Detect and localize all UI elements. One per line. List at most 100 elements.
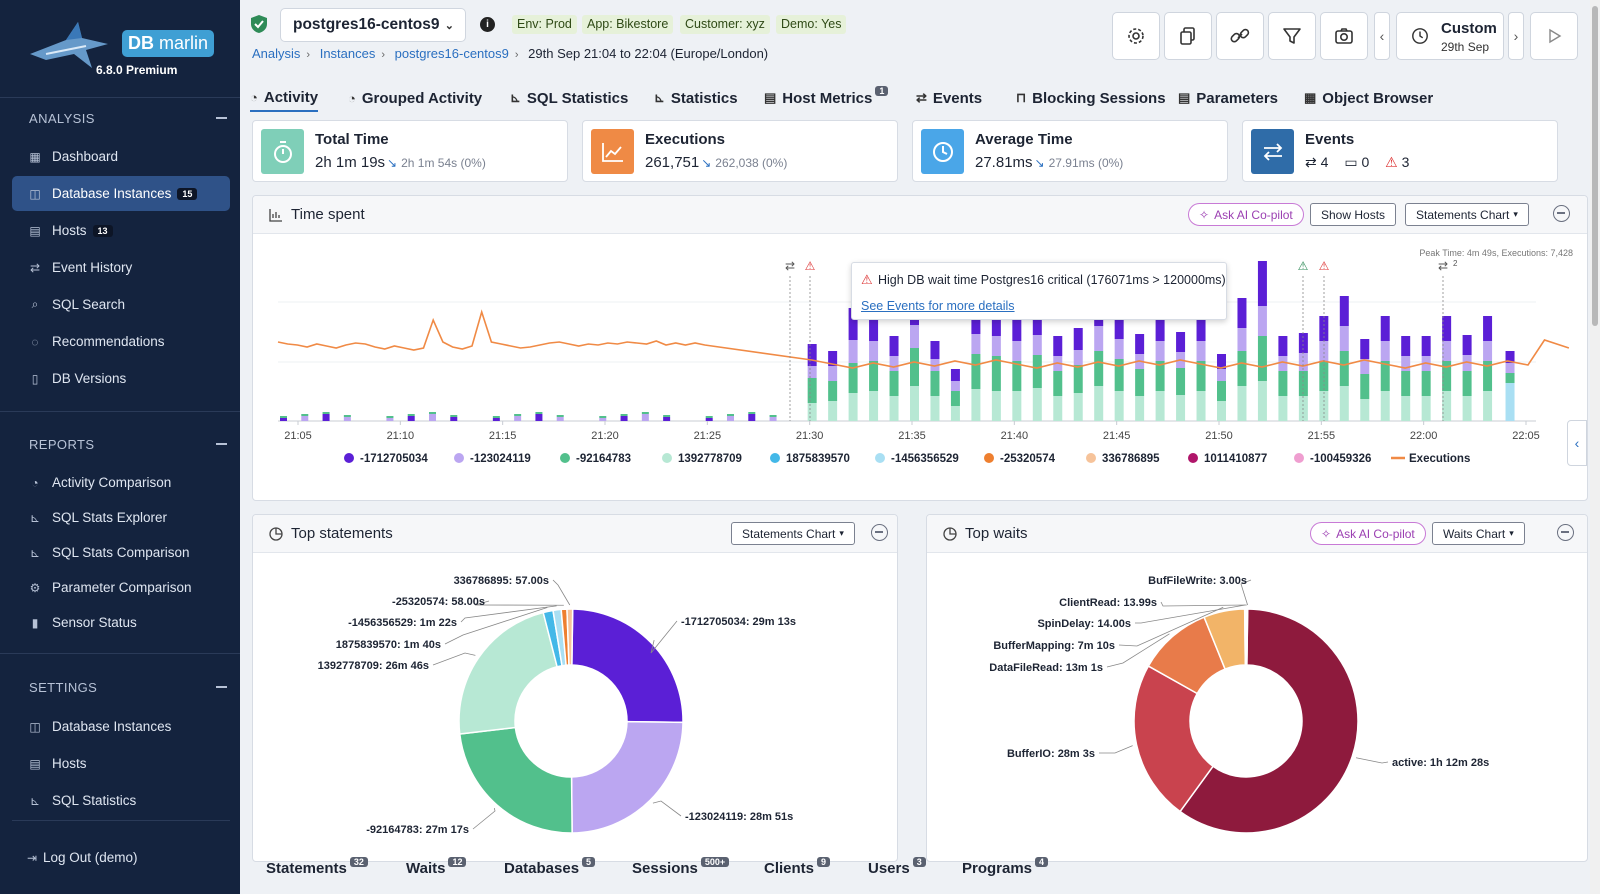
sidebar-item-db-versions[interactable]: ▯ DB Versions [12, 361, 230, 396]
kpi-executions[interactable]: Executions 261,751 ↘ 262,038 (0%) [582, 120, 898, 182]
see-events-link[interactable]: See Events for more details [861, 299, 1015, 313]
statements-chart-select[interactable]: Statements Chart ▾ [731, 522, 855, 545]
bar-segment [1217, 401, 1226, 421]
pie-slice[interactable] [1133, 665, 1215, 813]
breadcrumb-analysis[interactable]: Analysis [252, 46, 301, 61]
bar-segment [1032, 308, 1042, 335]
legend-label[interactable]: -25320574 [1000, 453, 1056, 465]
event-marker-icon[interactable]: ⇄ [1438, 259, 1448, 273]
logout-link[interactable]: ⇥ Log Out (demo) [12, 840, 230, 875]
pie-slice[interactable] [1245, 608, 1249, 666]
sidebar-item-dashboard[interactable]: ▦ Dashboard [12, 139, 230, 174]
legend-label[interactable]: 336786895 [1102, 453, 1160, 465]
collapse-panel-button[interactable] [1557, 524, 1574, 541]
tab-parameters[interactable]: ▤ Parameters [1178, 84, 1278, 112]
tab-events[interactable]: ⇄ Events [916, 84, 982, 112]
sidebar-item-activity-comparison[interactable]: ◔ Activity Comparison [12, 465, 230, 500]
tab-host-metrics[interactable]: ▤ Host Metrics 1 [764, 84, 889, 112]
tab-object-browser[interactable]: ▦ Object Browser [1304, 84, 1433, 112]
play-button[interactable] [1530, 12, 1578, 60]
event-marker-icon[interactable]: ⇄ [785, 259, 795, 273]
ask-ai-button[interactable]: ✧ Ask AI Co-pilot [1188, 203, 1304, 226]
filter-button[interactable] [1268, 12, 1316, 60]
legend-label[interactable]: 1875839570 [786, 453, 850, 465]
event-marker-icon[interactable]: ⚠ [805, 259, 816, 273]
side-panel-toggle[interactable]: ‹ [1567, 420, 1587, 466]
breadcrumb-instance[interactable]: postgres16-centos9 [394, 46, 509, 61]
waits-chart-select[interactable]: Waits Chart ▾ [1432, 522, 1525, 545]
bottom-tab-users[interactable]: Users 3 [868, 857, 926, 877]
settings-button[interactable] [1112, 12, 1160, 60]
sidebar-item-sql-stats-explorer[interactable]: ⊾ SQL Stats Explorer [12, 500, 230, 535]
pie-slice[interactable] [458, 726, 573, 834]
sidebar-item-parameter-comparison[interactable]: ⚙ Parameter Comparison [12, 570, 230, 605]
bottom-tab-waits[interactable]: Waits 12 [406, 857, 467, 877]
sidebar-item-database-instances[interactable]: ◫ Database Instances [12, 709, 230, 744]
top-statements-chart[interactable]: -1712705034: 29m 13s -123024119: 28m 51s -… [253, 553, 897, 861]
settings-collapse-button[interactable] [216, 686, 227, 688]
bottom-tab-sessions[interactable]: Sessions 500+ [632, 857, 730, 877]
legend-label[interactable]: -123024119 [470, 453, 531, 465]
legend-label[interactable]: Executions [1409, 453, 1470, 465]
bar-segment [1114, 391, 1124, 421]
tab-blocking-sessions[interactable]: ⊓ Blocking Sessions [1016, 84, 1166, 112]
event-marker-icon[interactable]: ⚠ [1298, 259, 1309, 273]
kpi-events[interactable]: Events ⇄ 4 ▭ 0 ⚠ 3 [1242, 120, 1558, 182]
legend-label[interactable]: -100459326 [1310, 453, 1371, 465]
bottom-tab-clients[interactable]: Clients 9 [764, 857, 831, 877]
sidebar-item-sql-search[interactable]: ⌕ SQL Search [12, 287, 230, 322]
snapshot-button[interactable] [1320, 12, 1368, 60]
collapse-panel-button[interactable] [871, 524, 888, 541]
bottom-tab-statements[interactable]: Statements 32 [266, 857, 368, 877]
top-waits-chart[interactable]: active: 1h 12m 28s BufferIO: 28m 3s DataFi… [927, 553, 1587, 861]
breadcrumb-instances[interactable]: Instances [319, 46, 376, 61]
scrollbar-thumb[interactable] [1592, 6, 1598, 326]
sidebar-item-database-instances[interactable]: ◫ Database Instances 15 [12, 176, 230, 211]
legend-label[interactable]: -1456356529 [891, 453, 959, 465]
sidebar-item-sql-stats-comparison[interactable]: ⊾ SQL Stats Comparison [12, 535, 230, 570]
instance-selector[interactable]: postgres16-centos9 ⌄ [280, 8, 466, 42]
tab-statistics[interactable]: ⊾ Statistics [654, 84, 738, 112]
collapse-panel-button[interactable] [1553, 205, 1570, 222]
kpi-total-time[interactable]: Total Time 2h 1m 19s ↘ 2h 1m 54s (0%) [252, 120, 568, 182]
bottom-tab-databases[interactable]: Databases 5 [504, 857, 596, 877]
ask-ai-button[interactable]: ✧ Ask AI Co-pilot [1310, 522, 1426, 545]
link-button[interactable] [1216, 12, 1264, 60]
sidebar-item-hosts[interactable]: ▤ Hosts 13 [12, 213, 230, 248]
previous-range-button[interactable]: ‹ [1374, 12, 1390, 60]
sidebar-item-hosts[interactable]: ▤ Hosts [12, 746, 230, 781]
brand-logo[interactable]: DB marlin 6.8.0 Premium [26, 14, 226, 84]
legend-swatch [1086, 453, 1096, 463]
bottom-tab-programs[interactable]: Programs 4 [962, 857, 1049, 877]
legend-label[interactable]: 1392778709 [678, 453, 742, 465]
tab-sql-statistics[interactable]: ⊾ SQL Statistics [510, 84, 628, 112]
copy-button[interactable] [1164, 12, 1212, 60]
kpi-average-time[interactable]: Average Time 27.81ms ↘ 27.91ms (0%) [912, 120, 1228, 182]
pie-slice[interactable] [570, 720, 684, 834]
bar-segment [869, 391, 879, 421]
time-range-picker[interactable]: Custom 29th Sep [1396, 12, 1504, 60]
pie-slice[interactable] [571, 608, 684, 724]
reports-collapse-button[interactable] [216, 443, 227, 445]
scrollbar[interactable] [1590, 0, 1600, 894]
event-marker-icon[interactable]: ⚠ [1319, 259, 1330, 273]
analysis-tabs: ◔ Activity ◔ Grouped Activity ⊾ SQL Statistic… [250, 84, 1540, 112]
statements-chart-select[interactable]: Statements Chart ▾ [1405, 203, 1529, 226]
tab-activity[interactable]: ◔ Activity [250, 84, 319, 112]
sidebar-item-recommendations[interactable]: ◌ Recommendations [12, 324, 230, 359]
pie-slice[interactable] [1178, 608, 1359, 834]
pie-slice[interactable] [458, 611, 559, 735]
legend-label[interactable]: 1011410877 [1204, 453, 1267, 465]
tab-grouped-activity[interactable]: ◔ Grouped Activity [348, 84, 482, 112]
sidebar-item-event-history[interactable]: ⇄ Event History [12, 250, 230, 285]
analysis-collapse-button[interactable] [216, 117, 227, 119]
sidebar-item-sql-statistics[interactable]: ⊾ SQL Statistics [12, 783, 230, 818]
sidebar-item-sensor-status[interactable]: ▮ Sensor Status [12, 605, 230, 640]
legend-label[interactable]: -92164783 [576, 453, 631, 465]
show-hosts-button[interactable]: Show Hosts [1310, 203, 1397, 226]
legend-label[interactable]: -1712705034 [360, 453, 428, 465]
pie-slice[interactable] [566, 608, 574, 666]
next-range-button[interactable]: › [1508, 12, 1524, 60]
time-spent-chart[interactable]: 21:05 21:10 21:15 21:20 21:25 21:30 21:35 21:40… [253, 244, 1583, 499]
info-icon[interactable]: i [480, 17, 495, 32]
